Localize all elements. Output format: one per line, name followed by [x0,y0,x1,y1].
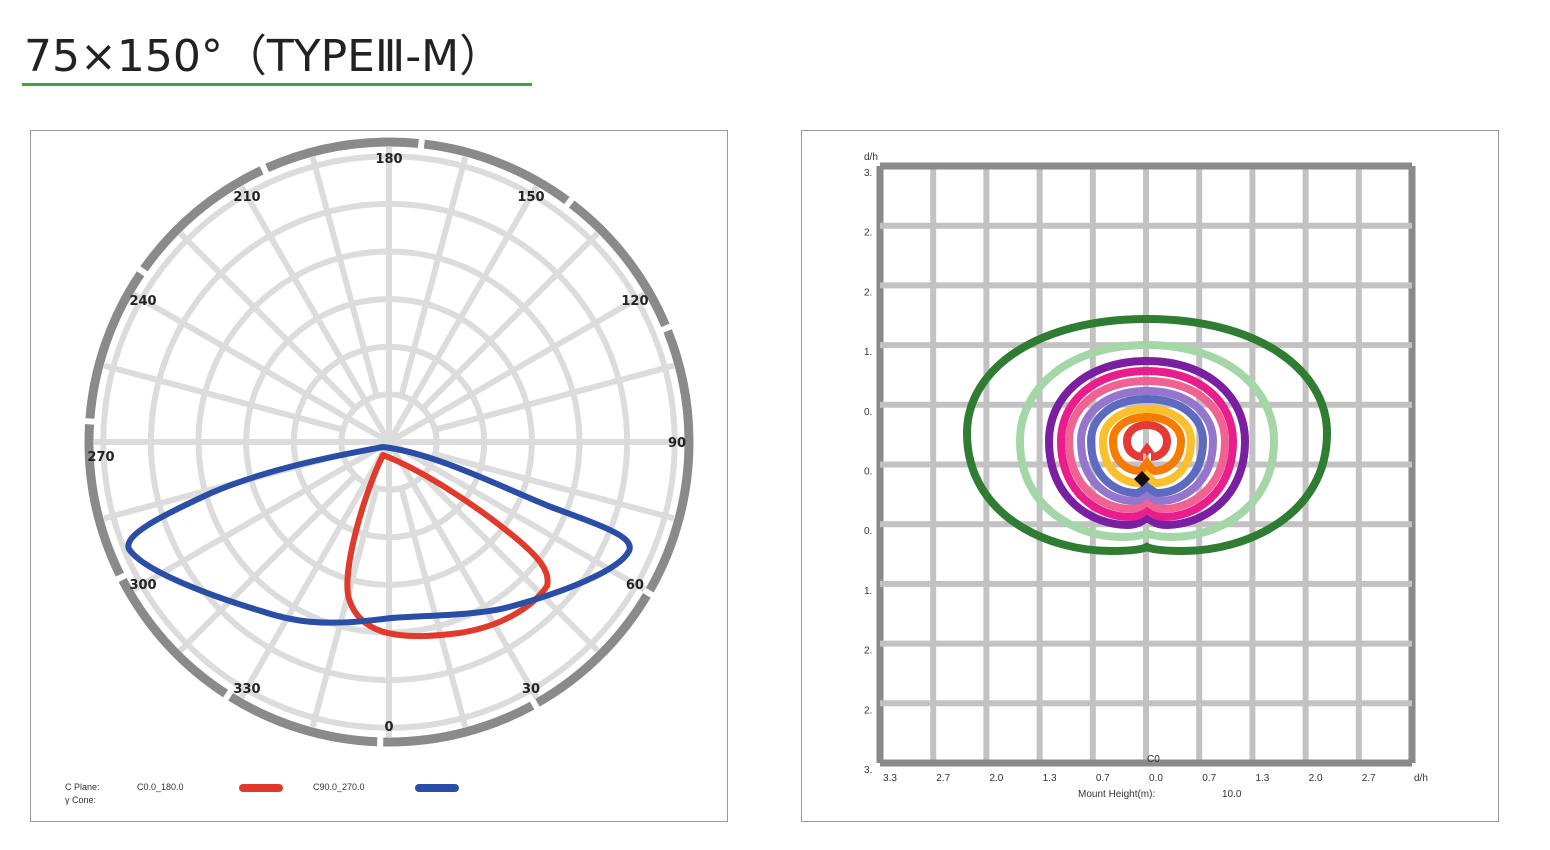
polar-grid-spoke [398,156,469,397]
isolux-x-tick-label: 0.7 [1202,773,1216,784]
isolux-y-tick-label: 2. [864,228,872,239]
polar-grid-spoke [238,185,392,444]
isolux-x-tick-label: 0.7 [1096,773,1110,784]
x-axis-unit: d/h [1414,773,1428,784]
isolux-y-tick-label: 0. [864,467,872,478]
polar-grid-spoke [398,487,469,728]
mount-height-value: 10.0 [1222,789,1242,800]
c90-270-curve [125,444,633,626]
polar-angle-label: 330 [233,682,260,697]
luminaire-position-marker [1134,471,1150,487]
polar-grid-spoke [434,362,675,433]
isolux-x-tick-label: 2.7 [1362,773,1376,784]
polar-grid-spoke [238,440,392,699]
polar-angle-label: 90 [668,436,686,451]
polar-grid-spoke [420,231,600,411]
isolux-diagram: 3. 2. 2. 1. 0. 0. 0. 1. 2. 2. 3. 3.3 2.7 2.0 1.3 0.7 0.0… [864,152,1428,800]
legend-series-0-name: C0.0_180.0 [137,782,184,792]
c-plane-label: C0 [1147,754,1160,765]
isolux-contour [1015,340,1279,542]
polar-grid-spoke [309,156,380,397]
y-axis-unit: d/h [864,152,878,163]
polar-angle-label: 270 [87,450,114,465]
legend-series-1-swatch [415,784,459,792]
legend-gamma-cone-label: γ Cone: [65,795,97,805]
isolux-x-tick-label: 3.3 [883,773,897,784]
isolux-contour [962,314,1332,556]
polar-grid [94,147,684,737]
polar-grid-spoke [386,440,540,699]
isolux-contour [1086,394,1208,498]
page-title: 75×150°（TYPEⅢ-M） [24,31,504,82]
isolux-x-tick-label: 2.0 [1309,773,1323,784]
isolux-contour [1064,376,1230,514]
polar-angle-label: 210 [233,190,260,205]
isolux-contour [1122,420,1172,461]
isolux-x-tick-label: 0.0 [1149,773,1163,784]
isolux-y-tick-label: 0. [864,526,872,537]
polar-grid-spoke [387,291,646,445]
mount-height-label: Mount Height(m): [1078,789,1155,800]
isolux-y-tick-label: 3. [864,765,872,776]
polar-angle-label: 150 [517,190,544,205]
polar-grid-spoke [434,451,675,522]
isolux-x-tick-label: 2.0 [989,773,1003,784]
legend-series-1-name: C90.0_270.0 [313,782,365,792]
isolux-y-tick-label: 2. [864,646,872,657]
isolux-x-tick-label: 1.3 [1255,773,1269,784]
legend-series-0-swatch [239,784,283,792]
legend-c-plane-label: C Plane: [65,782,100,792]
polar-grid-spoke [178,231,358,411]
polar-angle-label: 120 [621,294,648,309]
isolux-y-tick-label: 3. [864,168,872,179]
polar-grid-spoke [309,487,380,728]
polar-grid-spoke [386,185,540,444]
title-underline [22,83,532,86]
polar-grid-spoke [387,439,646,593]
polar-grid-spoke [103,362,344,433]
polar-angle-label: 300 [129,578,156,593]
polar-angle-label: 180 [375,152,402,167]
polar-grid-spoke [178,473,358,653]
polar-angle-label: 60 [626,578,644,593]
polar-diagram-panel: 180 150 120 90 60 30 0 330 300 270 240 210 C Plane:… [30,130,728,822]
polar-grid-spoke [132,439,391,593]
isolux-x-tick-label: 1.3 [1043,773,1057,784]
polar-grid-spoke [420,473,600,653]
isolux-contour [1098,404,1196,488]
polar-grid-spoke [132,291,391,445]
isolux-contours [962,314,1332,556]
isolux-y-tick-label: 1. [864,586,872,597]
isolux-y-tick-label: 2. [864,287,872,298]
isolux-diagram-panel: 3. 2. 2. 1. 0. 0. 0. 1. 2. 2. 3. 3.3 2.7 2.0 1.3 0.7 0.0… [801,130,1499,822]
polar-angle-label: 240 [129,294,156,309]
isolux-axis-labels: 3. 2. 2. 1. 0. 0. 0. 1. 2. 2. 3. 3.3 2.7 2.0 1.3 0.7 0.0… [864,168,1376,784]
c0-180-curve [344,452,551,640]
polar-outer-ring [84,137,694,747]
polar-angle-label: 0 [384,720,393,735]
isolux-y-tick-label: 0. [864,407,872,418]
isolux-y-tick-label: 2. [864,705,872,716]
isolux-contour [1108,412,1186,476]
isolux-contour [1056,366,1238,522]
polar-angle-label: 30 [522,682,540,697]
isolux-contour [1044,356,1250,530]
isolux-y-tick-label: 1. [864,347,872,358]
isolux-x-tick-label: 2.7 [936,773,950,784]
isolux-contour [1076,386,1218,506]
